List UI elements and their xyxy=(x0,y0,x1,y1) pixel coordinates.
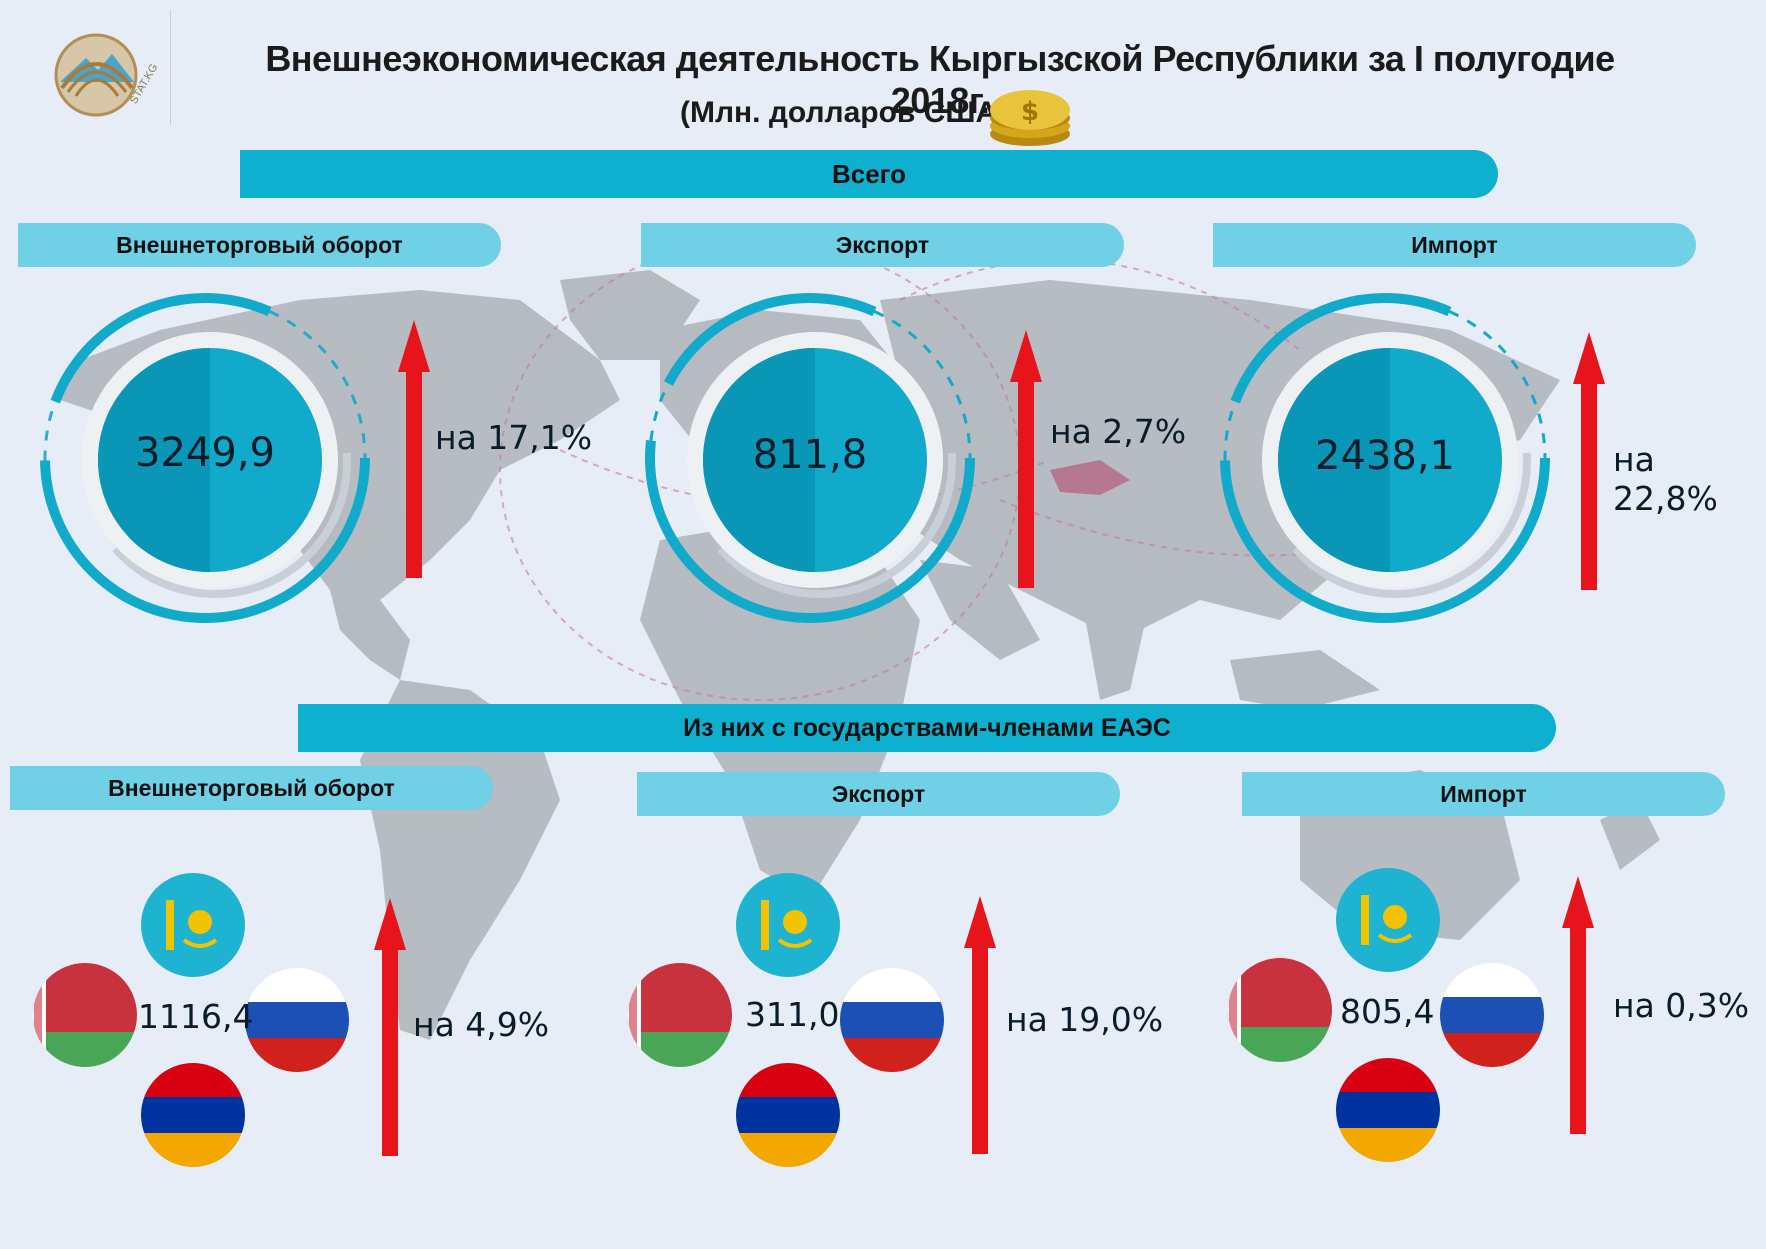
tab-total-export: Экспорт xyxy=(641,223,1124,267)
eaeu-turnover-flags: 1116,4 xyxy=(30,865,370,1167)
svg-text:$: $ xyxy=(1021,97,1039,127)
eaeu-turnover-change: на 4,9% xyxy=(413,1005,550,1044)
tab-total-import: Импорт xyxy=(1213,223,1696,267)
kazakhstan-flag xyxy=(736,873,840,977)
eaeu-ribbon: Из них с государствами-членами ЕАЭС xyxy=(298,704,1556,752)
armenia-flag xyxy=(141,1063,245,1167)
export-change: на 2,7% xyxy=(1050,412,1187,451)
turnover-circle: 3249,9 xyxy=(20,290,380,630)
logo-divider xyxy=(170,10,171,125)
eaeu-export-value: 311,0 xyxy=(745,995,840,1034)
export-arrow-up xyxy=(1010,330,1042,588)
eaeu-export-flags: 311,0 xyxy=(625,865,965,1167)
russia-flag xyxy=(1440,963,1544,1067)
eaeu-turnover-arrow-up xyxy=(374,898,406,1156)
turnover-value: 3249,9 xyxy=(135,430,275,476)
belarus-flag xyxy=(628,963,732,1067)
eaeu-import-arrow-up xyxy=(1562,876,1594,1134)
armenia-flag xyxy=(736,1063,840,1167)
eaeu-import-flags: 805,4 xyxy=(1225,860,1565,1162)
import-arrow-up xyxy=(1573,332,1605,590)
eaeu-import-value: 805,4 xyxy=(1340,992,1435,1031)
eaeu-turnover-value: 1116,4 xyxy=(138,997,254,1036)
import-circle: 2438,1 xyxy=(1205,290,1565,630)
kyrgyzstan-highlight xyxy=(1050,460,1130,495)
russia-flag xyxy=(245,968,349,1072)
tab-eaeu-export: Экспорт xyxy=(637,772,1120,816)
turnover-change: на 17,1% xyxy=(435,418,593,457)
kazakhstan-flag xyxy=(141,873,245,977)
import-value: 2438,1 xyxy=(1315,433,1455,479)
eaeu-export-arrow-up xyxy=(964,896,996,1154)
armenia-flag xyxy=(1336,1058,1440,1162)
eaeu-export-change: на 19,0% xyxy=(1006,1000,1164,1039)
total-ribbon: Всего xyxy=(240,150,1498,198)
export-circle: 811,8 xyxy=(630,290,990,630)
belarus-flag xyxy=(1228,958,1332,1062)
export-value: 811,8 xyxy=(752,432,868,478)
page-title: Внешнеэкономическая деятельность Кыргызс… xyxy=(265,38,1615,121)
stat-kg-logo xyxy=(48,30,153,120)
eaeu-import-change: на 0,3% xyxy=(1613,986,1750,1025)
tab-total-turnover: Внешнеторговый оборот xyxy=(18,223,501,267)
tab-eaeu-import: Импорт xyxy=(1242,772,1725,816)
russia-flag xyxy=(840,968,944,1072)
turnover-arrow-up xyxy=(398,320,430,578)
tab-eaeu-turnover: Внешнеторговый оборот xyxy=(10,766,493,810)
kazakhstan-flag xyxy=(1336,868,1440,972)
belarus-flag xyxy=(33,963,137,1067)
import-change: на 22,8% xyxy=(1613,440,1718,518)
page-subtitle: (Млн. долларов США) xyxy=(680,96,1008,129)
coins-icon: $ xyxy=(990,90,1070,146)
